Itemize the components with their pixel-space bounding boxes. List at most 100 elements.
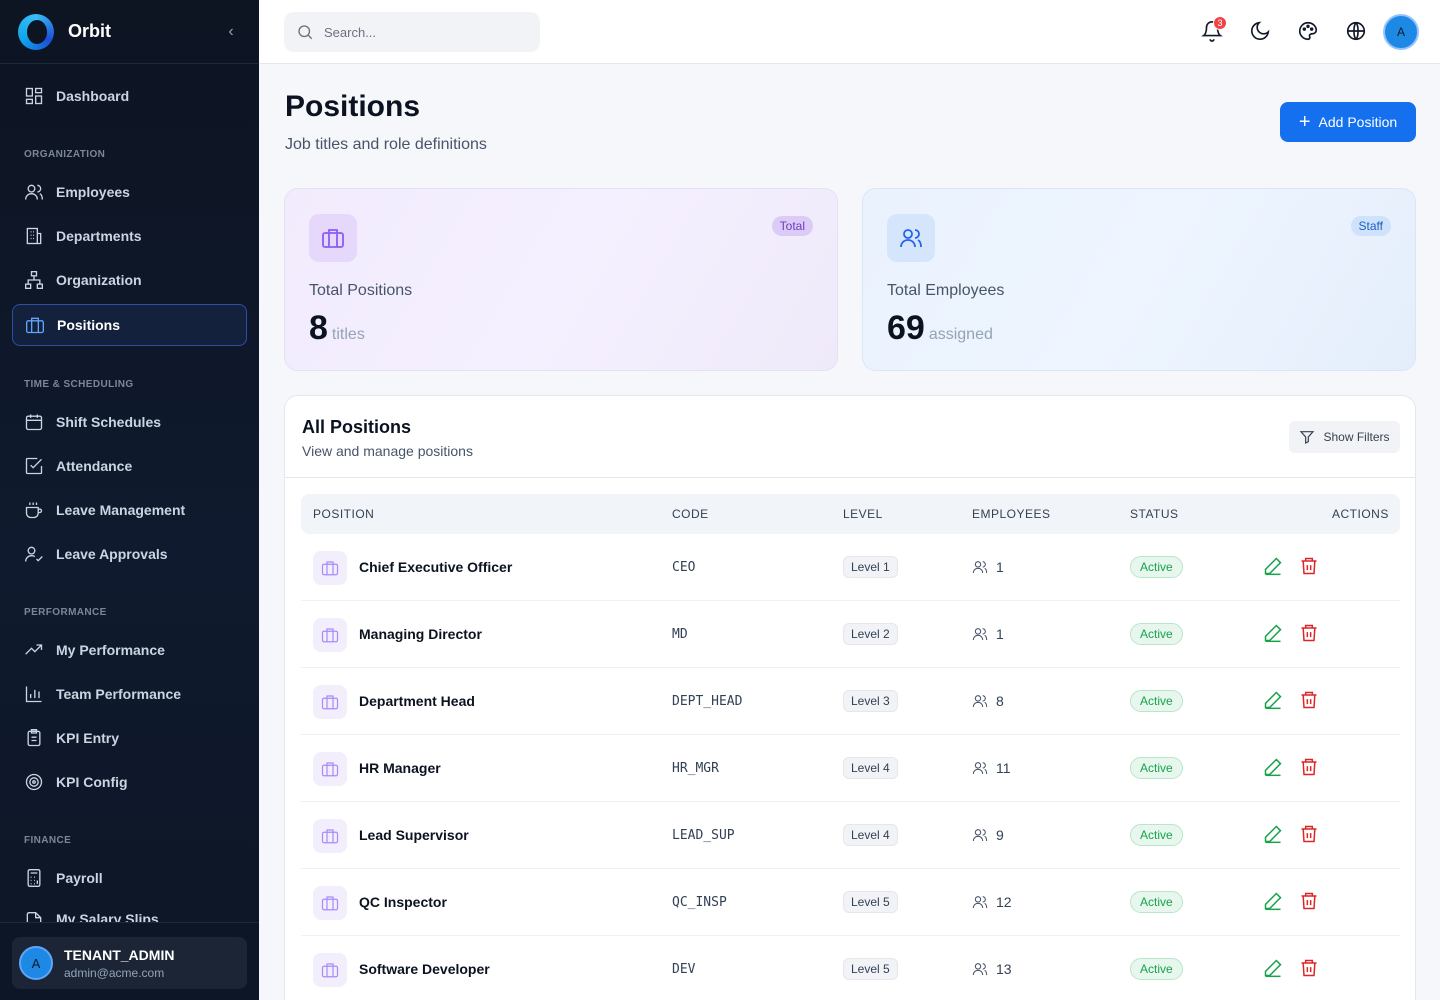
briefcase-icon	[26, 317, 44, 334]
sidebar-item-label: KPI Config	[56, 774, 128, 790]
trash-icon	[1301, 825, 1317, 843]
sidebar-item-my-salary-slips[interactable]: My Salary Slips	[12, 901, 247, 923]
column-header-position[interactable]: POSITION	[313, 507, 375, 521]
table-row[interactable]: Managing Director MD Level 2 1 Active	[301, 601, 1400, 668]
table-row[interactable]: QC Inspector QC_INSP Level 5 12 Active	[301, 869, 1400, 936]
sidebar-item-label: Positions	[57, 317, 121, 333]
status-badge: Active	[1130, 757, 1183, 779]
column-header-actions: ACTIONS	[1332, 507, 1389, 521]
table-row[interactable]: HR Manager HR_MGR Level 4 11 Active	[301, 735, 1400, 802]
table-row[interactable]: Software Developer DEV Level 5 13 Active	[301, 936, 1400, 1000]
edit-button[interactable]	[1263, 757, 1285, 779]
pencil-icon	[1264, 959, 1282, 978]
stat-unit: titles	[331, 326, 365, 343]
stat-card-total-employees: Staff Total Employees 69 assigned	[862, 188, 1416, 371]
position-code: DEV	[672, 962, 696, 977]
calculator-icon	[27, 869, 41, 887]
sidebar-item-kpi-config[interactable]: KPI Config	[12, 761, 247, 803]
stat-value: 8	[309, 309, 328, 347]
table-row[interactable]: Chief Executive Officer CEO Level 1 1 Active	[301, 534, 1400, 601]
search-input[interactable]	[324, 24, 524, 40]
delete-button[interactable]	[1299, 824, 1321, 846]
sidebar-item-shift-schedules[interactable]: Shift Schedules	[12, 401, 247, 443]
sidebar-item-organization[interactable]: Organization	[12, 259, 247, 301]
sidebar-item-positions[interactable]: Positions	[12, 304, 247, 346]
column-header-employees[interactable]: EMPLOYEES	[972, 507, 1051, 521]
user-check-icon	[25, 546, 43, 562]
delete-button[interactable]	[1299, 958, 1321, 980]
employee-count: 8	[972, 693, 1004, 709]
users-icon	[972, 561, 988, 574]
collapse-sidebar-icon[interactable]: ‹	[228, 22, 234, 40]
position-thumb	[313, 685, 347, 719]
users-icon	[900, 229, 922, 248]
top-avatar[interactable]: A	[1383, 14, 1419, 50]
delete-button[interactable]	[1299, 891, 1321, 913]
panel-title: All Positions	[302, 417, 412, 437]
briefcase-icon	[321, 963, 339, 978]
edit-button[interactable]	[1263, 958, 1285, 980]
table-header: POSITION CODE LEVEL EMPLOYEES STATUS ACT…	[301, 494, 1400, 534]
status-badge: Active	[1130, 690, 1183, 712]
edit-button[interactable]	[1263, 690, 1285, 712]
theme-toggle-button[interactable]	[1249, 20, 1273, 44]
position-name: HR Manager	[359, 760, 441, 776]
sidebar-item-kpi-entry[interactable]: KPI Entry	[12, 717, 247, 759]
position-code: MD	[672, 627, 688, 642]
edit-button[interactable]	[1263, 623, 1285, 645]
edit-button[interactable]	[1263, 824, 1285, 846]
briefcase-icon	[321, 561, 339, 576]
employee-count: 13	[972, 961, 1012, 977]
delete-button[interactable]	[1299, 690, 1321, 712]
sidebar-item-employees[interactable]: Employees	[12, 171, 247, 213]
level-badge: Level 2	[843, 623, 898, 645]
show-filters-button[interactable]: Show Filters	[1289, 421, 1400, 453]
trash-icon	[1301, 557, 1317, 575]
table-row[interactable]: Lead Supervisor LEAD_SUP Level 4 9 Active	[301, 802, 1400, 869]
section-time-scheduling: TIME & SCHEDULING	[24, 379, 134, 390]
pencil-icon	[1264, 758, 1282, 777]
edit-button[interactable]	[1263, 556, 1285, 578]
level-badge: Level 4	[843, 824, 898, 846]
page-subtitle: Job titles and role definitions	[285, 136, 487, 153]
delete-button[interactable]	[1299, 757, 1321, 779]
user-profile-card[interactable]: A TENANT_ADMIN admin@acme.com	[12, 937, 247, 989]
language-button[interactable]	[1345, 20, 1369, 44]
sidebar-item-attendance[interactable]: Attendance	[12, 445, 247, 487]
position-code: QC_INSP	[672, 895, 727, 910]
pencil-icon	[1264, 557, 1282, 576]
trash-icon	[1301, 758, 1317, 776]
employee-count: 1	[972, 559, 1004, 575]
column-header-level[interactable]: LEVEL	[843, 507, 883, 521]
position-name: Department Head	[359, 693, 475, 709]
column-header-status[interactable]: STATUS	[1130, 507, 1179, 521]
position-code: CEO	[672, 560, 696, 575]
page-title: Positions	[285, 90, 421, 123]
add-position-button[interactable]: + Add Position	[1280, 102, 1416, 142]
clipboard-icon	[27, 729, 41, 747]
briefcase-icon	[321, 695, 339, 710]
sidebar-item-leave-approvals[interactable]: Leave Approvals	[12, 533, 247, 575]
sidebar-item-label: Payroll	[56, 870, 103, 886]
stat-tag: Total	[771, 216, 813, 236]
sidebar-item-team-performance[interactable]: Team Performance	[12, 673, 247, 715]
briefcase-icon	[321, 628, 339, 643]
edit-button[interactable]	[1263, 891, 1285, 913]
notifications-button[interactable]: 3	[1201, 16, 1227, 44]
sidebar-item-departments[interactable]: Departments	[12, 215, 247, 257]
sidebar-item-my-performance[interactable]: My Performance	[12, 629, 247, 671]
sidebar-item-payroll[interactable]: Payroll	[12, 857, 247, 899]
delete-button[interactable]	[1299, 623, 1321, 645]
sidebar-item-dashboard[interactable]: Dashboard	[12, 75, 247, 117]
column-header-code[interactable]: CODE	[672, 507, 709, 521]
delete-button[interactable]	[1299, 556, 1321, 578]
sidebar-item-leave-management[interactable]: Leave Management	[12, 489, 247, 531]
employee-count: 1	[972, 626, 1004, 642]
trending-up-icon	[25, 644, 43, 655]
brand-name: Orbit	[68, 21, 111, 41]
table-row[interactable]: Department Head DEPT_HEAD Level 3 8 Active	[301, 668, 1400, 735]
users-icon	[972, 963, 988, 976]
palette-button[interactable]	[1297, 20, 1321, 44]
search-box[interactable]	[284, 12, 540, 52]
dashboard-icon	[25, 87, 43, 105]
